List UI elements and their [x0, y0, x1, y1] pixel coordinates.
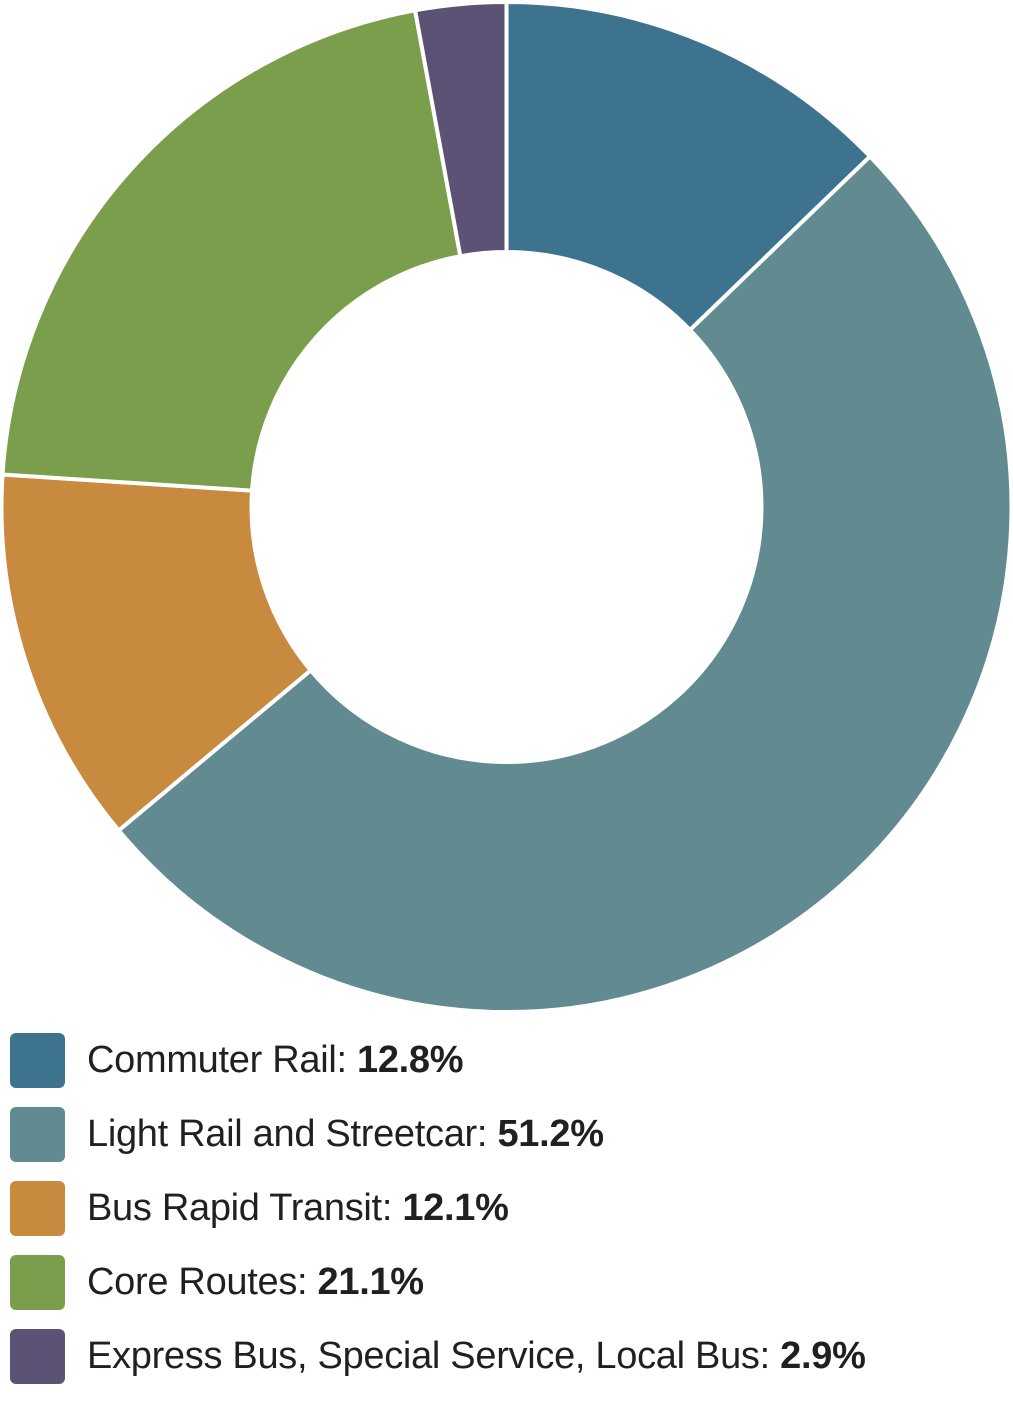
legend-swatch-core-routes	[10, 1254, 65, 1310]
slice-light-rail	[115, 153, 1013, 1014]
legend-item-bus-rapid-transit: Bus Rapid Transit: 12.1%	[10, 1180, 1010, 1236]
legend-swatch-bus-rapid-transit	[10, 1180, 65, 1236]
legend-label-commuter-rail: Commuter Rail: 12.8%	[87, 1038, 464, 1081]
legend-value-commuter-rail: 12.8%	[357, 1038, 464, 1081]
legend-value-light-rail: 51.2%	[497, 1112, 604, 1155]
legend-value-core-routes: 21.1%	[317, 1260, 425, 1303]
legend-value-express-bus: 2.9%	[780, 1334, 866, 1377]
slice-core-routes	[0, 8, 463, 493]
legend-label-bus-rapid-transit: Bus Rapid Transit: 12.1%	[87, 1186, 509, 1229]
legend-label-core-routes: Core Routes: 21.1%	[87, 1260, 425, 1303]
slice-bus-rapid-transit	[0, 472, 314, 834]
legend-label-light-rail: Light Rail and Streetcar: 51.2%	[87, 1112, 604, 1155]
legend-value-bus-rapid-transit: 12.1%	[402, 1186, 509, 1229]
legend-item-core-routes: Core Routes: 21.1%	[10, 1254, 1010, 1310]
slice-commuter-rail	[504, 0, 873, 333]
donut-chart	[0, 0, 1013, 1014]
legend-label-express-bus: Express Bus, Special Service, Local Bus:…	[87, 1334, 866, 1377]
legend-item-commuter-rail: Commuter Rail: 12.8%	[10, 1032, 1010, 1088]
legend: Commuter Rail: 12.8% Light Rail and Stre…	[10, 1032, 1010, 1402]
slice-express-bus	[412, 0, 509, 259]
legend-swatch-commuter-rail	[10, 1032, 65, 1088]
legend-swatch-light-rail	[10, 1106, 65, 1162]
legend-swatch-express-bus	[10, 1328, 65, 1384]
legend-item-express-bus: Express Bus, Special Service, Local Bus:…	[10, 1328, 1010, 1384]
legend-item-light-rail: Light Rail and Streetcar: 51.2%	[10, 1106, 1010, 1162]
